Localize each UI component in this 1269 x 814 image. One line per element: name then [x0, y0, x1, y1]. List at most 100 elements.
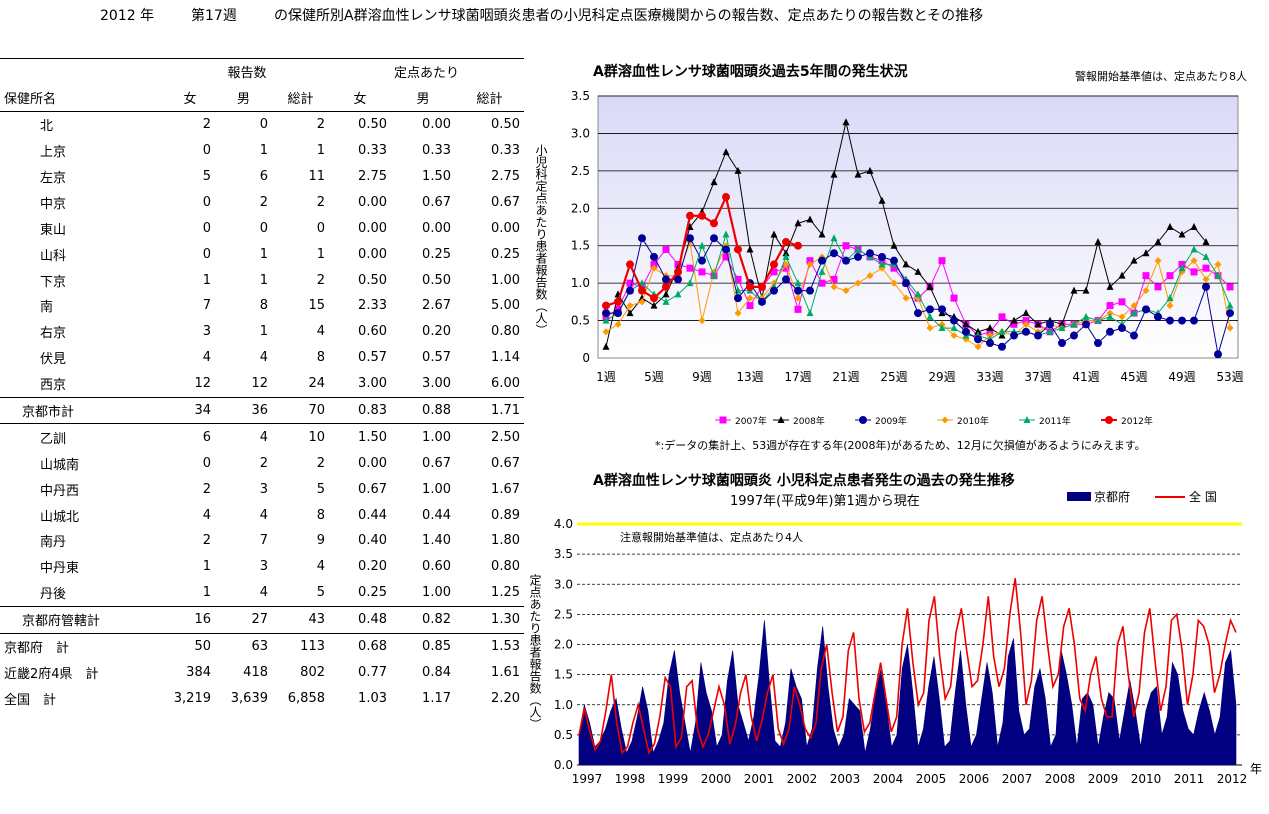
data-point — [1094, 237, 1102, 245]
data-point — [710, 178, 718, 186]
header-year: 2012 年 — [100, 8, 155, 24]
group-header-reports: 報告数 — [165, 57, 329, 85]
data-point — [974, 343, 982, 351]
data-point — [1034, 320, 1042, 328]
data-point — [1058, 320, 1066, 328]
cell-value: 70 — [272, 396, 329, 425]
data-point — [1166, 316, 1174, 325]
x-tick-label: 2010 — [1131, 772, 1162, 786]
data-point — [842, 118, 850, 126]
cell-value: 0.50 — [491, 117, 520, 133]
data-point — [1106, 312, 1114, 320]
table-row: 山城北 4 4 8 0.44 0.44 0.89 — [0, 502, 524, 528]
x-tick-label: 2000 — [701, 772, 732, 786]
y-tick-label: 3.5 — [554, 547, 573, 561]
x-tick-label: 2001 — [744, 772, 775, 786]
data-point — [926, 312, 934, 320]
data-point — [1022, 317, 1030, 325]
data-point — [1190, 268, 1198, 276]
data-point — [1106, 282, 1114, 290]
cell-value: 0.33 — [358, 143, 387, 159]
cell-value: 5.00 — [491, 298, 520, 314]
cell-value: 0.68 — [358, 639, 387, 655]
table-row: 丹後 1 4 5 0.25 1.00 1.25 — [0, 580, 524, 606]
data-point — [1130, 302, 1138, 310]
x-tick-label: 2004 — [873, 772, 904, 786]
x-axis-label: 年 — [1250, 762, 1262, 776]
data-point — [1010, 316, 1018, 324]
cell-value: 0.50 — [358, 117, 387, 133]
data-point — [1226, 301, 1234, 309]
cell-value: 0 — [259, 117, 268, 133]
series-2009年 — [602, 234, 1234, 359]
data-point — [806, 309, 814, 317]
cell-value: 4 — [259, 507, 268, 523]
cell-value: 2 — [316, 194, 325, 210]
data-point — [626, 260, 634, 269]
table-row: 南 7 8 15 2.33 2.67 5.00 — [0, 293, 524, 319]
data-point — [794, 241, 802, 250]
data-point — [1094, 316, 1102, 324]
row-name: 乙訓 — [40, 431, 67, 447]
cell-value: 0.25 — [491, 246, 520, 262]
data-point — [941, 416, 949, 424]
chart-footnote: *:データの集計上、53週が存在する年(2008年)があるため、12月に欠損値が… — [655, 438, 1146, 452]
cell-value: 2.20 — [491, 690, 520, 706]
data-point — [662, 290, 670, 298]
data-point — [950, 324, 958, 332]
data-point — [914, 267, 922, 275]
data-point — [770, 268, 778, 276]
data-point — [950, 316, 958, 325]
row-name: 京都府 計 — [4, 641, 70, 657]
data-point — [746, 294, 754, 302]
cell-value: 0.82 — [391, 605, 455, 634]
data-point — [638, 286, 646, 295]
data-point — [890, 241, 898, 249]
data-point — [662, 275, 670, 284]
cell-value: 0.00 — [491, 220, 520, 236]
cell-value: 6.00 — [491, 376, 520, 392]
data-point — [1142, 249, 1150, 257]
data-point — [818, 230, 826, 238]
x-tick-label: 2011 — [1174, 772, 1205, 786]
data-point — [1226, 309, 1234, 318]
data-point — [866, 166, 874, 174]
legend-label: 2010年 — [957, 415, 989, 427]
data-point — [782, 252, 790, 260]
cell-value: 802 — [300, 664, 325, 680]
row-name: 左京 — [40, 171, 67, 186]
table-row: 下京 1 1 2 0.50 0.50 1.00 — [0, 267, 524, 293]
data-point — [1154, 237, 1162, 245]
data-point — [794, 286, 802, 295]
data-point — [859, 416, 867, 424]
cell-value: 0.67 — [491, 194, 520, 210]
cell-value: 0 — [316, 220, 325, 236]
cell-value: 384 — [186, 664, 211, 680]
table-row: 左京 5 6 11 2.75 1.50 2.75 — [0, 164, 524, 190]
data-point — [650, 294, 658, 303]
cell-value: 8 — [316, 507, 325, 523]
data-point — [998, 342, 1006, 351]
cell-value: 0.80 — [491, 324, 520, 340]
data-point — [698, 317, 706, 325]
data-point — [938, 257, 946, 265]
x-tick-label: 2012 — [1217, 772, 1248, 786]
cell-value: 0.44 — [422, 507, 451, 523]
x-tick-label: 1週 — [596, 370, 616, 384]
cell-value: 0 — [202, 246, 211, 262]
data-point — [818, 279, 826, 287]
x-tick-label: 33週 — [976, 370, 1003, 384]
table-row: 全国 計 3,219 3,639 6,858 1.03 1.17 2.20 — [0, 685, 524, 711]
data-point — [866, 272, 874, 280]
cell-value: 0.25 — [358, 585, 387, 601]
y-tick-label: 1.0 — [571, 276, 590, 290]
cell-value: 1 — [316, 143, 325, 159]
five-year-line-chart: 0 0.5 1.0 1.5 2.0 2.5 3.0 3.5 1週 5週 9週 13週 17週 21週 25週… — [534, 63, 1247, 452]
y-tick-label: 4.0 — [554, 517, 573, 531]
data-point — [1214, 350, 1222, 359]
table-row: 山科 0 1 1 0.00 0.25 0.25 — [0, 241, 524, 267]
cell-value: 1 — [316, 246, 325, 262]
data-point — [1082, 320, 1090, 329]
data-point — [782, 249, 790, 257]
cell-value: 3 — [259, 559, 268, 575]
